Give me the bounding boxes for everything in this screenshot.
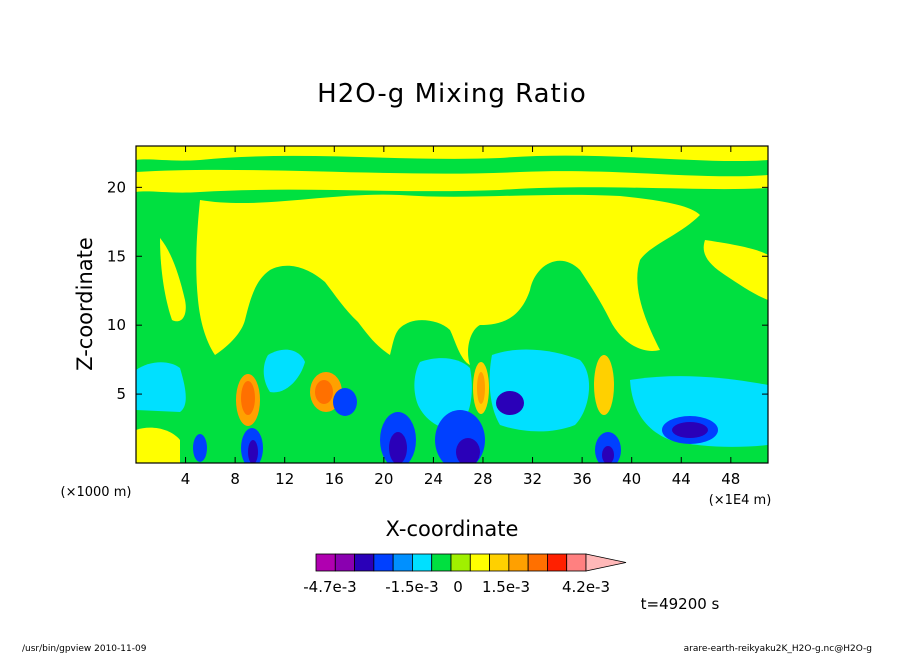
colorbar-swatch bbox=[431, 553, 452, 572]
x-tick-label: 20 bbox=[374, 470, 393, 488]
upper-band bbox=[136, 169, 768, 193]
colorbar-swatch bbox=[354, 553, 375, 572]
positive-core-2-inner bbox=[315, 380, 333, 404]
colorbar-swatch bbox=[412, 553, 433, 572]
colorbar-label: -1.5e-3 bbox=[385, 578, 438, 596]
cyan-left-center bbox=[263, 349, 305, 393]
positive-core-1-inner bbox=[241, 381, 255, 415]
x-tick-label: 12 bbox=[275, 470, 294, 488]
x-axis: 4 8 12 16 20 24 28 32 36 40 44 48 bbox=[181, 146, 740, 488]
negative-core-7 bbox=[333, 388, 357, 416]
negative-core-5-inner bbox=[602, 446, 614, 463]
colorbar: -4.7e-3 -1.5e-3 0 1.5e-3 4.2e-3 bbox=[303, 553, 627, 596]
colorbar-swatch bbox=[334, 553, 355, 572]
x-scale-note: (×1E4 m) bbox=[709, 493, 772, 508]
x-tick-label: 48 bbox=[721, 470, 740, 488]
colorbar-swatch bbox=[450, 553, 471, 572]
negative-core-6-inner bbox=[672, 422, 708, 438]
x-tick-label: 8 bbox=[230, 470, 240, 488]
y-tick-label: 10 bbox=[107, 316, 126, 334]
x-tick-label: 28 bbox=[473, 470, 492, 488]
x-tick-label: 40 bbox=[622, 470, 641, 488]
colorbar-swatch bbox=[508, 553, 529, 572]
right-yellow-lobe bbox=[703, 240, 768, 300]
x-tick-label: 32 bbox=[523, 470, 542, 488]
x-axis-title: X-coordinate bbox=[386, 517, 519, 541]
chart-title: H2O-g Mixing Ratio bbox=[317, 79, 587, 109]
positive-core-4 bbox=[594, 355, 614, 415]
negative-core-2-inner bbox=[389, 432, 407, 463]
y-tick-label: 20 bbox=[107, 178, 126, 196]
y-tick-label: 15 bbox=[107, 247, 126, 265]
x-unit-note: (×1000 m) bbox=[61, 485, 132, 500]
y-tick-label: 5 bbox=[116, 385, 126, 403]
footer-right: arare-earth-reikyaku2K_H2O-g.nc@H2O-g bbox=[684, 644, 872, 654]
main-yellow-region bbox=[196, 194, 700, 365]
time-label: t=49200 s bbox=[641, 595, 720, 613]
colorbar-swatch bbox=[392, 553, 413, 572]
positive-core-3-inner bbox=[477, 372, 485, 404]
colorbar-swatch bbox=[547, 553, 568, 572]
x-tick-label: 4 bbox=[181, 470, 191, 488]
top-band bbox=[136, 146, 768, 162]
colorbar-label: 0 bbox=[453, 578, 463, 596]
left-yellow-tongue bbox=[160, 238, 186, 322]
colorbar-label: -4.7e-3 bbox=[303, 578, 356, 596]
cyan-left bbox=[136, 362, 186, 412]
colorbar-label: 4.2e-3 bbox=[562, 578, 610, 596]
negative-core-3-inner bbox=[456, 438, 480, 463]
x-tick-label: 44 bbox=[672, 470, 691, 488]
ground-yellow-left bbox=[136, 427, 180, 463]
negative-core-4 bbox=[496, 391, 524, 415]
colorbar-swatch bbox=[566, 553, 587, 572]
x-tick-label: 16 bbox=[325, 470, 344, 488]
contour-field bbox=[136, 146, 768, 463]
negative-core-1-inner bbox=[248, 440, 258, 463]
colorbar-swatch bbox=[315, 553, 336, 572]
colorbar-swatch bbox=[373, 553, 394, 572]
x-tick-label: 36 bbox=[573, 470, 592, 488]
y-axis-title: Z-coordinate bbox=[73, 237, 97, 371]
negative-core-8 bbox=[193, 434, 207, 462]
y-axis: 5 10 15 20 bbox=[107, 178, 768, 403]
x-tick-label: 24 bbox=[424, 470, 443, 488]
colorbar-swatch bbox=[489, 553, 510, 572]
cyan-right-center bbox=[489, 349, 590, 432]
footer-left: /usr/bin/gpview 2010-11-09 bbox=[22, 644, 147, 654]
colorbar-label: 1.5e-3 bbox=[482, 578, 530, 596]
colorbar-swatch bbox=[527, 553, 548, 572]
plot-frame bbox=[135, 145, 769, 464]
colorbar-swatch bbox=[469, 553, 490, 572]
colorbar-arrow bbox=[585, 553, 627, 572]
